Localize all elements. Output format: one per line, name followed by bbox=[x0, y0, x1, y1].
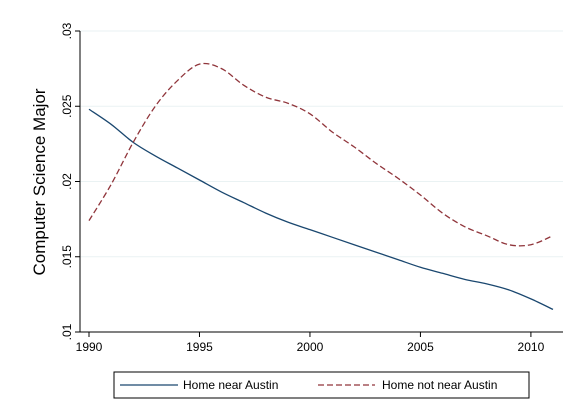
series-layer bbox=[88, 62, 554, 311]
x-tick-label: 2010 bbox=[518, 340, 545, 354]
x-tick-label: 1995 bbox=[186, 340, 213, 354]
legend: Home near Austin Home not near Austin bbox=[113, 371, 530, 399]
series-line-home-near-austin bbox=[88, 108, 554, 311]
x-tick-label: 2000 bbox=[297, 340, 324, 354]
y-tick-label: .01 bbox=[60, 323, 74, 340]
y-tick-label: .03 bbox=[60, 22, 74, 39]
x-tick-label: 2005 bbox=[407, 340, 434, 354]
y-tick-label: .015 bbox=[60, 245, 74, 269]
legend-label: Home not near Austin bbox=[382, 378, 497, 392]
y-tick-label: .025 bbox=[60, 94, 74, 118]
axes-layer: .01 .015 .02 .025 .03 1990 1995 2000 2005 2010 bbox=[60, 22, 563, 354]
y-axis-title: Computer Science Major bbox=[30, 88, 49, 275]
legend-label: Home near Austin bbox=[183, 378, 278, 392]
grid-layer bbox=[80, 30, 563, 258]
y-tick-label: .02 bbox=[60, 173, 74, 190]
x-tick-label: 1990 bbox=[76, 340, 103, 354]
